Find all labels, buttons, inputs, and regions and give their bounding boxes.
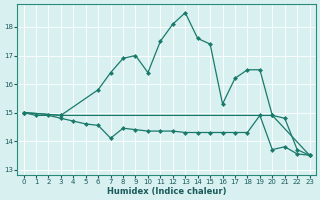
X-axis label: Humidex (Indice chaleur): Humidex (Indice chaleur) (107, 187, 226, 196)
